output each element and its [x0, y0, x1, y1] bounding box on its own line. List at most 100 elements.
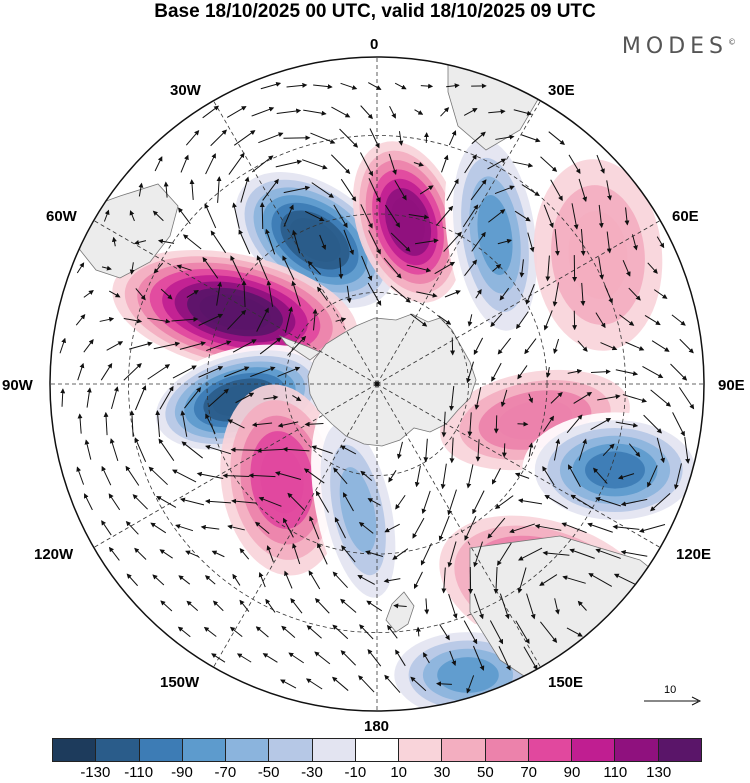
- wind-vector: [179, 341, 206, 350]
- wind-vector: [436, 681, 452, 687]
- wind-vector: [228, 152, 245, 175]
- wind-vector: [622, 394, 648, 403]
- wind-vector: [111, 236, 117, 247]
- wind-vector: [222, 473, 250, 479]
- wind-vector: [388, 153, 397, 176]
- wind-vector: [590, 417, 612, 430]
- wind-vector: [332, 624, 349, 640]
- wind-vector: [447, 541, 457, 568]
- colorbar-segment: [615, 739, 659, 761]
- wind-vector: [441, 411, 447, 438]
- wind-vector: [473, 337, 484, 356]
- wind-vector: [159, 385, 174, 410]
- wind-vector: [539, 574, 558, 586]
- wind-vector: [396, 441, 403, 460]
- wind-vector: [319, 234, 327, 251]
- wind-vector: [101, 520, 112, 536]
- wind-vector: [543, 204, 554, 229]
- wind-vector: [180, 410, 188, 437]
- wind-vector: [566, 414, 583, 434]
- wind-vector: [176, 264, 192, 271]
- reference-arrow-icon: [644, 696, 702, 706]
- wind-vector: [367, 282, 382, 306]
- anomaly-contour: [260, 446, 304, 514]
- wind-vector: [625, 341, 645, 351]
- wind-vector: [275, 159, 303, 168]
- wind-vector: [525, 283, 535, 305]
- colorbar-segment: [226, 739, 270, 761]
- wind-vector: [516, 311, 529, 330]
- wind-vector: [514, 472, 530, 479]
- wind-vector: [569, 548, 595, 559]
- wind-vector: [392, 548, 409, 560]
- wind-vector: [309, 515, 320, 540]
- wind-vector: [125, 520, 139, 535]
- wind-vector: [524, 338, 537, 355]
- wind-vector: [499, 287, 510, 301]
- wind-vector: [540, 156, 558, 172]
- wind-vector: [577, 600, 587, 611]
- wind-vector: [101, 265, 112, 271]
- wind-vector: [277, 366, 301, 377]
- positive-anomaly: [533, 159, 663, 351]
- wind-vector: [580, 229, 586, 256]
- wind-vector: [513, 109, 533, 116]
- wind-vector: [598, 257, 605, 280]
- meridian-label-30e: 30E: [548, 82, 575, 99]
- meridian-label-0: 0: [370, 36, 379, 53]
- wind-vector: [473, 593, 484, 620]
- wind-vector: [554, 229, 560, 256]
- wind-vector: [631, 234, 638, 251]
- wind-vector: [340, 82, 358, 90]
- graticule: [50, 57, 704, 711]
- colorbar-tick-label: -50: [257, 764, 280, 781]
- wind-vector: [100, 362, 113, 381]
- wind-vector: [498, 646, 511, 671]
- wind-vector: [394, 180, 407, 201]
- wind-vector: [360, 105, 373, 120]
- wind-vector: [487, 517, 506, 539]
- wind-vector: [129, 210, 135, 222]
- wind-vector: [258, 132, 284, 144]
- wind-vector: [204, 498, 232, 504]
- wind-vector: [239, 599, 250, 612]
- wind-vector: [597, 394, 621, 401]
- wind-vector: [333, 204, 348, 229]
- wind-vector: [495, 134, 515, 140]
- wind-vector: [178, 575, 191, 585]
- wind-vector: [617, 473, 635, 480]
- polar-map[interactable]: [0, 0, 750, 735]
- wind-vector: [314, 597, 330, 614]
- wind-vector: [414, 238, 439, 245]
- wind-vector: [358, 521, 374, 534]
- wind-vector: [494, 185, 515, 195]
- wind-vector: [210, 129, 227, 147]
- wind-vector: [129, 262, 135, 275]
- wind-vector: [157, 238, 175, 244]
- wind-vector: [178, 207, 191, 225]
- colorbar-segment: [528, 739, 573, 761]
- wind-vector: [628, 287, 641, 301]
- wind-vector: [239, 548, 250, 560]
- wind-vector: [369, 128, 380, 149]
- colorbar-tick-label: 30: [433, 764, 451, 781]
- wind-vector: [464, 259, 478, 277]
- wind-vector: [109, 290, 121, 298]
- wind-vector: [181, 441, 203, 459]
- wind-vector: [340, 650, 357, 666]
- wind-vector: [232, 573, 241, 586]
- wind-vector: [333, 467, 348, 485]
- wind-vector: [286, 82, 308, 88]
- wind-vector: [577, 340, 588, 352]
- wind-vector: [491, 362, 502, 382]
- wind-vector: [276, 108, 302, 115]
- wind-vector: [159, 549, 173, 559]
- wind-vector: [205, 413, 216, 434]
- south-pole-marker: [374, 381, 380, 387]
- wind-vector: [467, 412, 473, 437]
- wind-vector: [148, 466, 168, 486]
- wind-vector: [123, 317, 143, 324]
- wind-vector: [277, 421, 299, 428]
- wind-vector: [180, 497, 205, 506]
- wind-vector: [341, 545, 356, 563]
